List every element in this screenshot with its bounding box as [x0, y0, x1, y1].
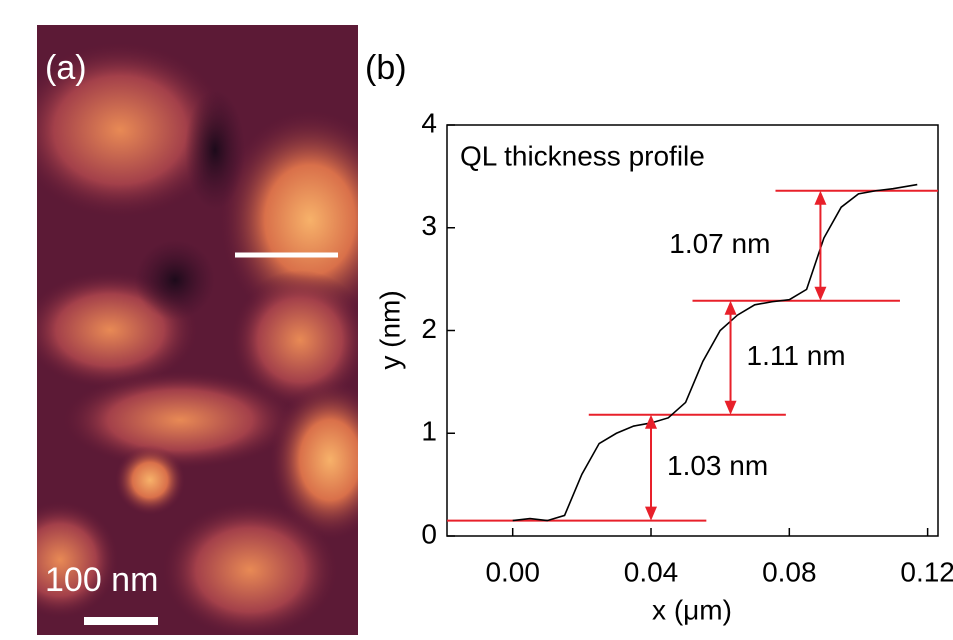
afm-image [37, 25, 358, 635]
x-tick-label: 0.04 [624, 556, 679, 587]
arrow-head [724, 400, 737, 415]
x-axis-title: x (μm) [652, 594, 732, 625]
x-tick-label: 0.12 [900, 556, 953, 587]
chart-title: QL thickness profile [460, 140, 705, 171]
y-tick-label: 2 [421, 313, 437, 344]
arrow-head [645, 414, 658, 429]
x-tick-label: 0.08 [762, 556, 817, 587]
y-tick-label: 0 [421, 518, 437, 549]
scale-bar-label: 100 nm [45, 561, 158, 599]
profile-curve [512, 183, 918, 522]
y-axis-title: y (nm) [374, 290, 405, 369]
x-tick-label: 0.00 [485, 556, 540, 587]
panel-label: (b) [365, 49, 407, 87]
panel-label: (a) [45, 49, 87, 87]
arrow-head [814, 190, 827, 205]
y-tick-label: 3 [421, 210, 437, 241]
y-tick-label: 1 [421, 416, 437, 447]
arrow-head [814, 286, 827, 301]
y-tick-label: 4 [421, 107, 437, 138]
step-label: 1.11 nm [747, 340, 846, 371]
step-label: 1.03 nm [667, 450, 768, 481]
arrow-head [645, 506, 658, 521]
arrow-head [724, 300, 737, 315]
step-label: 1.07 nm [669, 228, 770, 259]
